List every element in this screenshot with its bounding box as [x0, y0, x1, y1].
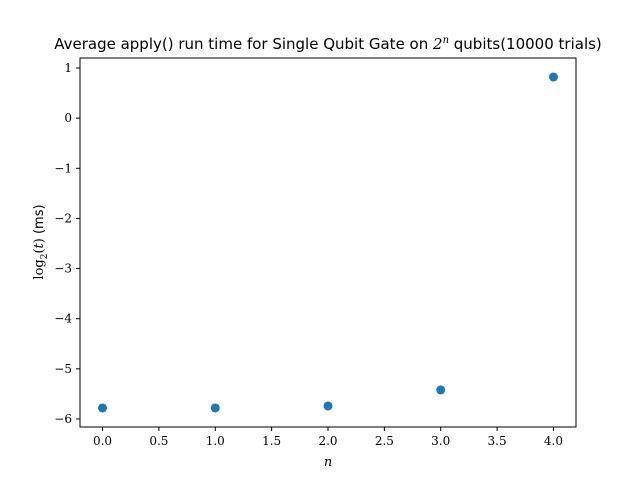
x-tick-label: 0.0: [93, 434, 112, 448]
chart-title: Average apply() run time for Single Qubi…: [54, 35, 602, 53]
y-axis-label: log2(t) (ms): [32, 204, 50, 279]
data-point: [548, 72, 558, 82]
y-tick-label: −5: [54, 362, 72, 376]
x-axis: 0.0 0.5 1.0 1.5 2.0 2.5 3.0 3.5 4.0: [93, 427, 563, 448]
x-tick-label: 3.0: [431, 434, 450, 448]
x-tick-label: 1.5: [262, 434, 281, 448]
x-tick-label: 1.0: [206, 434, 225, 448]
data-point: [98, 403, 108, 413]
y-tick-label: −3: [54, 262, 72, 276]
x-tick-label: 3.5: [488, 434, 507, 448]
y-tick-label: −6: [54, 412, 72, 426]
x-tick-label: 4.0: [544, 434, 563, 448]
data-point: [323, 401, 333, 411]
y-tick-label: 1: [64, 61, 72, 75]
data-series: [98, 72, 558, 413]
x-tick-label: 2.0: [318, 434, 337, 448]
y-tick-label: 0: [64, 111, 72, 125]
y-tick-label: −4: [54, 312, 72, 326]
data-point: [210, 403, 220, 413]
data-point: [436, 385, 446, 395]
x-tick-label: 2.5: [375, 434, 394, 448]
y-tick-label: −2: [54, 211, 72, 225]
x-tick-label: 0.5: [149, 434, 168, 448]
y-tick-label: −1: [54, 161, 72, 175]
y-axis: 1 0 −1 −2 −3 −4 −5 −6: [54, 61, 80, 426]
x-axis-label: n: [324, 455, 332, 470]
